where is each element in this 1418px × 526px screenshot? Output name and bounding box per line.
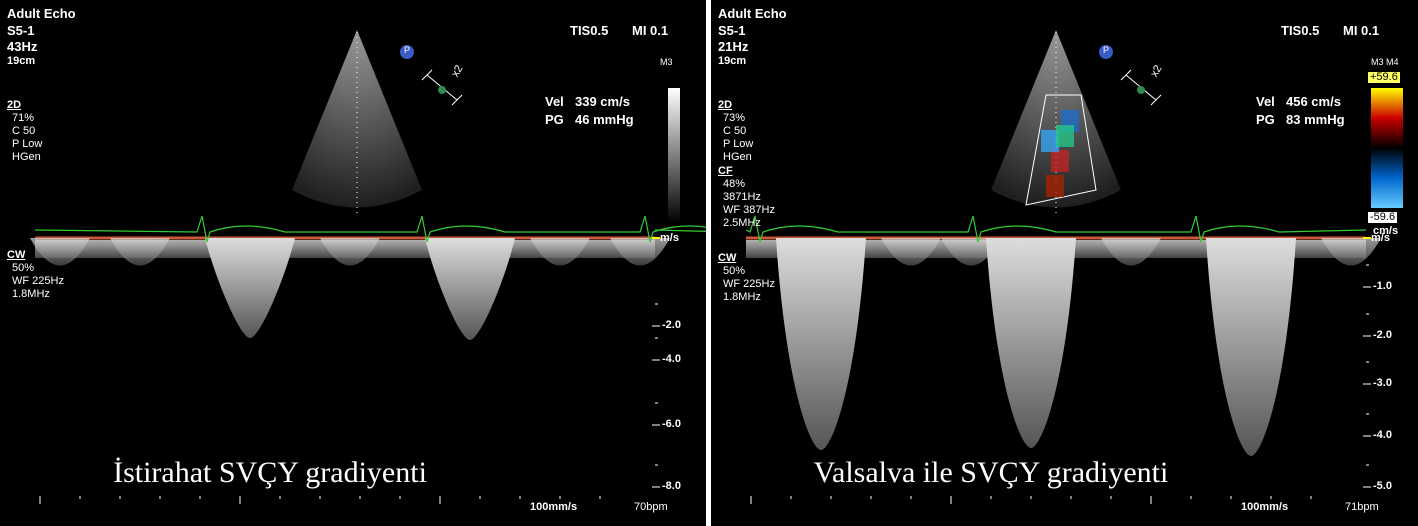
scale-unit: m/s [660, 233, 679, 244]
param: CW [718, 253, 736, 264]
param: 2.5MHz [723, 218, 761, 229]
scale-label: -2.0 [662, 320, 681, 331]
spectrum-bump [110, 238, 170, 266]
app-name: Adult Echo [7, 7, 76, 20]
gray-bar [668, 88, 680, 223]
param: WF 387Hz [723, 205, 775, 216]
param: CW [7, 250, 25, 261]
map-label: M3 M4 [1371, 58, 1399, 67]
mi: MI 0.1 [1343, 24, 1379, 37]
param: 2D [718, 100, 732, 111]
param: C 50 [723, 126, 746, 137]
heart-rate: 70bpm [634, 502, 668, 513]
param: 1.8MHz [12, 289, 50, 300]
param: 2D [7, 100, 21, 111]
caliper-dot [1137, 86, 1145, 94]
tis: TIS0.5 [1281, 24, 1319, 37]
sweep-speed: 100mm/s [1241, 502, 1288, 513]
echo-panel: -1.0 -2.0 -3.0 -4.0 -5.0 Adult Echo S5-1 21Hz 19… [711, 0, 1418, 526]
param: CF [718, 166, 733, 177]
spectrum-envelope [986, 238, 1076, 448]
param: HGen [12, 152, 41, 163]
scale-label: -8.0 [662, 481, 681, 492]
mi: MI 0.1 [632, 24, 668, 37]
vel-label: Vel [1256, 95, 1275, 108]
param: 73% [723, 113, 745, 124]
param: 71% [12, 113, 34, 124]
pg-value: 46 mmHg [575, 113, 634, 126]
vel-value: 456 cm/s [1286, 95, 1341, 108]
map-label: M3 [660, 58, 673, 67]
probe-marker: P [404, 46, 410, 55]
sweep-speed: 100mm/s [530, 502, 577, 513]
spectrum-bump [881, 238, 941, 266]
pg-label: PG [1256, 113, 1275, 126]
vel-label: Vel [545, 95, 564, 108]
probe: S5-1 [718, 24, 745, 37]
probe: S5-1 [7, 24, 34, 37]
scale-label: -4.0 [1373, 430, 1392, 441]
color-bar [1371, 88, 1403, 208]
scale-label: -3.0 [1373, 378, 1392, 389]
frame-rate: 43Hz [7, 40, 37, 53]
color-flow [1046, 175, 1064, 197]
pg-value: 83 mmHg [1286, 113, 1345, 126]
depth: 19cm [7, 56, 35, 67]
doppler-drawing [711, 0, 1418, 526]
param: WF 225Hz [723, 279, 775, 290]
scale-label: -2.0 [1373, 330, 1392, 341]
param: P Low [723, 139, 753, 150]
spectrum-bump [320, 238, 380, 266]
scale-label: -1.0 [1373, 281, 1392, 292]
tis: TIS0.5 [570, 24, 608, 37]
param: 48% [723, 179, 745, 190]
spectrum-bump [1101, 238, 1161, 266]
spectrum-envelope [1206, 238, 1296, 456]
color-unit: cm/s [1373, 226, 1398, 237]
color-flow [1051, 150, 1069, 172]
color-min: -59.6 [1368, 212, 1397, 223]
param: 3871Hz [723, 192, 761, 203]
probe-marker: P [1103, 46, 1109, 55]
spectrum-envelope [205, 238, 295, 338]
spectrum-bump [530, 238, 590, 266]
color-flow [1056, 125, 1074, 147]
app-name: Adult Echo [718, 7, 787, 20]
echo-comparison: -2.0 -4.0 -6.0 -8.0 Adult Echo S5-1 43Hz 19cm TI… [0, 0, 1418, 526]
color-max: +59.6 [1368, 72, 1400, 83]
vel-value: 339 cm/s [575, 95, 630, 108]
scale-label: -5.0 [1373, 481, 1392, 492]
spectrum-envelope [776, 238, 866, 450]
scale-label: -4.0 [662, 354, 681, 365]
echo-panel: -2.0 -4.0 -6.0 -8.0 Adult Echo S5-1 43Hz 19cm TI… [0, 0, 706, 526]
param: 50% [12, 263, 34, 274]
spectrum-bump [30, 238, 90, 266]
param: HGen [723, 152, 752, 163]
depth: 19cm [718, 56, 746, 67]
param: C 50 [12, 126, 35, 137]
doppler-drawing [0, 0, 706, 526]
caliper-dot [438, 86, 446, 94]
caption: İstirahat SVÇY gradiyenti [0, 458, 540, 488]
param: 50% [723, 266, 745, 277]
scale-label: -6.0 [662, 419, 681, 430]
frame-rate: 21Hz [718, 40, 748, 53]
caption: Valsalva ile SVÇY gradiyenti [711, 458, 1271, 488]
heart-rate: 71bpm [1345, 502, 1379, 513]
param: WF 225Hz [12, 276, 64, 287]
pg-label: PG [545, 113, 564, 126]
param: 1.8MHz [723, 292, 761, 303]
spectrum-envelope [425, 238, 515, 340]
param: P Low [12, 139, 42, 150]
